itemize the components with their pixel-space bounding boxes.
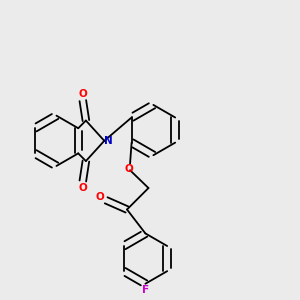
Text: O: O (79, 89, 87, 99)
Text: O: O (79, 183, 87, 193)
Text: F: F (142, 286, 149, 296)
Text: N: N (103, 136, 112, 146)
Text: O: O (96, 192, 104, 202)
Text: O: O (124, 164, 133, 174)
